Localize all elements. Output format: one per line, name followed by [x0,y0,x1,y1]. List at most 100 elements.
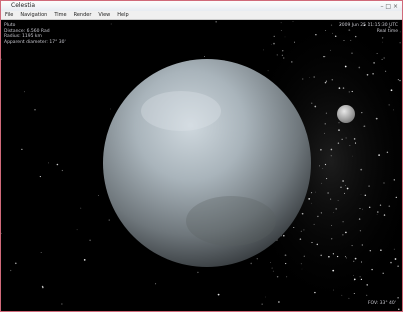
star [285,263,286,264]
star [301,231,302,232]
star [350,40,351,41]
star [398,79,399,80]
star [282,55,283,56]
star [327,192,328,193]
star [335,35,337,37]
star [373,62,375,64]
star [15,262,17,264]
info-line: 2009 Jun 25 11:15:30 UTC [339,23,398,29]
star [109,220,110,221]
star [377,53,378,54]
star [61,303,62,304]
info-line: Apparent diameter: 17° 30' [4,40,66,46]
star [273,43,275,45]
moon-charon[interactable] [337,105,355,123]
star [352,156,353,157]
menu-item[interactable]: View [98,11,110,19]
star [291,61,293,63]
star [331,155,332,156]
fov-info: FOV: 33° 40' [368,301,396,307]
star [359,218,360,219]
page: Celestia – □ × FileNavigationTimeRenderV… [0,0,403,312]
app-window: Celestia – □ × FileNavigationTimeRenderV… [0,0,403,312]
menu-item[interactable]: Render [74,11,92,19]
star [89,240,91,242]
star [303,229,304,230]
star [343,87,344,88]
star [323,56,324,57]
star [285,37,286,38]
star [57,164,59,166]
star [304,256,305,257]
star [317,244,319,246]
menu-item[interactable]: Time [54,11,66,19]
star [41,252,42,253]
star [376,118,378,120]
star [383,37,384,38]
star [302,78,303,79]
star [274,36,275,37]
star [354,293,355,294]
star [367,74,369,76]
star [372,73,374,75]
star [346,137,347,138]
star [346,257,347,258]
star [218,294,220,296]
star [308,198,310,200]
star [342,234,343,235]
menu-item[interactable]: File [5,11,13,19]
star [314,292,315,293]
star [389,104,390,105]
star [325,56,326,57]
star [311,242,312,243]
star [48,163,49,164]
star [369,207,370,208]
star [350,145,351,146]
planet-surface-highlight [141,91,221,131]
star [268,70,269,71]
star [354,138,356,140]
star [263,50,264,51]
star [315,34,316,35]
star [361,194,362,195]
star [361,261,362,262]
star [317,216,318,217]
star [359,208,360,209]
viewport [1,21,402,311]
star [377,211,379,213]
star [384,214,385,215]
menu-item[interactable]: Navigation [20,11,47,19]
star [342,139,343,140]
star [322,168,323,169]
star [314,224,315,225]
star [42,287,43,288]
star [294,42,295,43]
star [331,25,332,26]
star [10,270,11,271]
window-title: Celestia [11,1,35,11]
star [325,123,326,124]
time-info: 2009 Jun 25 11:15:30 UTCReal time [339,23,398,34]
star [396,197,397,198]
star [351,52,353,54]
star [40,176,41,177]
star [394,179,395,180]
star [320,255,321,256]
star [385,71,386,72]
star [347,188,349,190]
star [335,208,337,210]
star [332,270,334,272]
star [325,164,326,165]
star [21,149,22,150]
star [366,295,367,296]
star [326,178,327,179]
star [380,250,381,251]
star [314,106,316,108]
star [265,297,266,298]
star [277,276,278,277]
star [366,284,367,285]
star [273,271,274,272]
star [360,230,361,231]
menu-item[interactable]: Help [117,11,128,19]
